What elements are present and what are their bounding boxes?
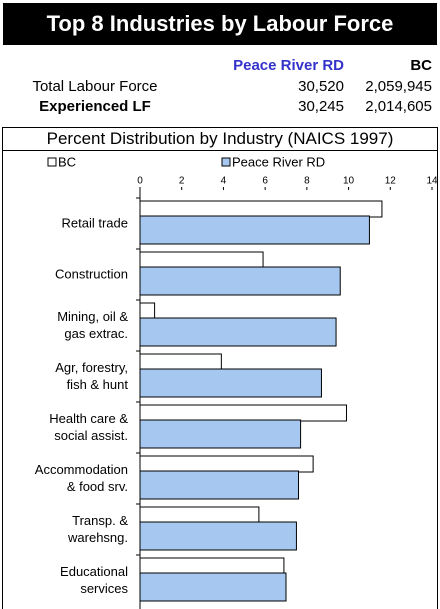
x-tick-label: 4 xyxy=(221,176,227,187)
category-label: Construction xyxy=(55,266,128,282)
cell: 30,520 xyxy=(298,78,344,95)
row-label: Total Labour Force xyxy=(32,78,158,95)
chart-title: Percent Distribution by Industry (NAICS … xyxy=(2,127,438,151)
category-label: Retail trade xyxy=(61,215,128,231)
legend-label: Peace River RD xyxy=(232,154,325,169)
category-label: Educational services xyxy=(60,564,128,596)
bar xyxy=(139,572,287,602)
bar xyxy=(139,419,302,449)
bar xyxy=(139,368,322,398)
bar xyxy=(139,404,347,422)
category-label: Transp. & warehsng. xyxy=(68,513,128,545)
bar xyxy=(139,557,285,575)
cell: 2,014,605 xyxy=(365,98,432,115)
legend-swatch xyxy=(47,157,57,167)
bar xyxy=(139,302,156,320)
x-tick-label: 2 xyxy=(179,176,185,187)
legend-label: BC xyxy=(58,154,76,169)
bar xyxy=(139,200,383,218)
x-tick-label: 10 xyxy=(343,176,355,187)
category-label: Health care & social assist. xyxy=(49,411,128,443)
bar xyxy=(139,455,314,473)
cell: 30,245 xyxy=(298,98,344,115)
column-header: BC xyxy=(410,57,432,74)
column-header: Peace River RD xyxy=(233,57,344,74)
bar xyxy=(139,317,337,347)
chart-area xyxy=(2,150,438,609)
category-label: Mining, oil & gas extrac. xyxy=(57,309,128,341)
category-label: Agr, forestry, fish & hunt xyxy=(55,360,128,392)
bar xyxy=(139,215,370,245)
row-label: Experienced LF xyxy=(39,98,151,115)
category-label: Accommodation & food srv. xyxy=(34,462,128,494)
bar xyxy=(139,521,297,551)
legend-swatch xyxy=(221,157,231,167)
x-tick-label: 14 xyxy=(426,176,438,187)
x-tick-label: 6 xyxy=(262,176,268,187)
cell: 2,059,945 xyxy=(365,78,432,95)
title: Top 8 Industries by Labour Force xyxy=(3,3,437,45)
x-tick-label: 8 xyxy=(304,176,310,187)
bar xyxy=(139,506,260,524)
bar xyxy=(139,353,222,371)
bar xyxy=(139,266,341,296)
x-tick-label: 0 xyxy=(137,176,143,187)
bar xyxy=(139,470,300,500)
bar xyxy=(139,251,264,269)
x-tick-label: 12 xyxy=(385,176,397,187)
